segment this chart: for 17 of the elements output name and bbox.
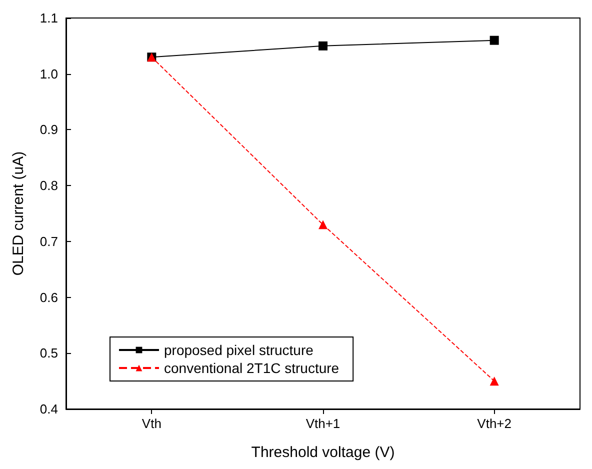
y-tick-label: 0.8 [40, 178, 58, 194]
y-tick-label: 0.7 [40, 234, 58, 249]
point [490, 36, 499, 45]
y-axis-title: OLED current (uA) [10, 151, 27, 276]
y-tick-label: 1.0 [40, 66, 58, 82]
y-tick-label: 0.5 [40, 346, 58, 361]
y-tick-label: 0.4 [40, 402, 58, 416]
x-tick-label: Vth+1 [306, 416, 340, 431]
point [318, 41, 328, 50]
y-tick-label: 1.1 [40, 10, 58, 26]
legend-label: conventional 2T1C structure [164, 360, 340, 376]
legend-label: proposed pixel structure [164, 342, 314, 358]
y-tick-label: 0.6 [40, 290, 58, 305]
y-tick-label: 0.9 [40, 122, 58, 138]
x-axis-title: Threshold voltage (V) [251, 444, 395, 461]
x-tick-label: Vth [142, 416, 162, 431]
x-tick-label: Vth+2 [477, 416, 512, 431]
